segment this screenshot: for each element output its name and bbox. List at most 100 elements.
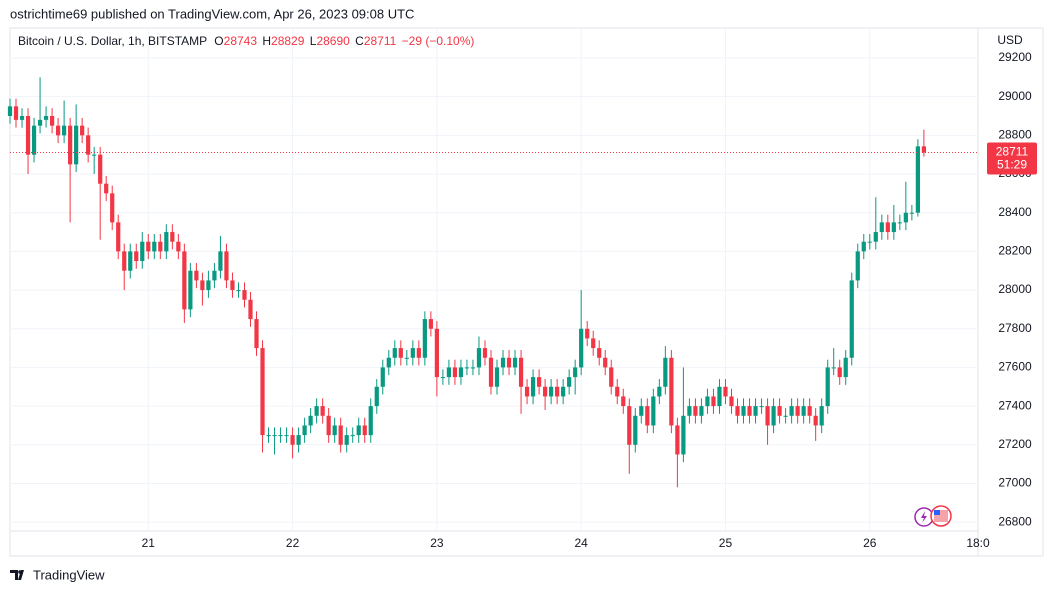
candle-body <box>669 357 674 426</box>
candle-body <box>843 357 848 378</box>
candle-body <box>597 348 602 358</box>
x-tick-label: 24 <box>575 536 589 550</box>
candle-body <box>98 154 103 184</box>
candle-body <box>416 348 421 358</box>
candle-body <box>92 154 97 156</box>
candle-body <box>651 396 656 426</box>
candle-body <box>254 319 259 349</box>
candle-body <box>518 357 524 387</box>
candle-body <box>579 328 584 368</box>
ohlc-letter: L <box>310 34 317 48</box>
candle-body <box>272 435 277 437</box>
candle-body <box>621 396 626 407</box>
candle-body <box>777 406 782 416</box>
event-icons <box>914 505 952 527</box>
candles <box>7 77 978 488</box>
candle-body <box>422 319 427 358</box>
candle-body <box>428 319 433 329</box>
candle-body <box>410 348 415 358</box>
candle-body <box>206 280 211 291</box>
candle-body <box>176 241 181 252</box>
candle-body <box>25 116 31 155</box>
candle-body <box>278 435 283 437</box>
candle-body <box>591 338 596 349</box>
y-tick-label: 29200 <box>998 50 1032 64</box>
candle-body <box>440 377 445 379</box>
candle-body <box>43 116 49 120</box>
candle-body <box>55 125 61 136</box>
candle-body <box>500 357 506 368</box>
candle-body <box>458 367 464 378</box>
candle-body <box>356 425 361 436</box>
candle-body <box>693 406 698 416</box>
candle-body <box>314 406 319 416</box>
candle-body <box>182 251 187 310</box>
candle-body <box>80 125 85 136</box>
candle-body <box>543 386 548 397</box>
candle-body <box>464 367 470 369</box>
candle-body <box>122 251 127 271</box>
candle-body <box>140 241 145 262</box>
y-tick-label: 27200 <box>998 437 1032 451</box>
ohlc-value: 28743 <box>224 34 258 48</box>
logo: TradingView <box>10 567 105 582</box>
candle-body <box>837 367 842 378</box>
candle-body <box>747 406 752 416</box>
x-tick-label: 23 <box>430 536 444 550</box>
y-tick-label: 27400 <box>998 398 1032 412</box>
y-tick-label: 29000 <box>998 89 1032 103</box>
candle-body <box>717 386 722 407</box>
candle-body <box>362 425 367 436</box>
candle-body <box>332 425 337 436</box>
candle-body <box>813 415 818 426</box>
candle-body <box>380 367 385 387</box>
ohlc-letter: H <box>262 34 271 48</box>
y-tick-label: 28000 <box>998 282 1032 296</box>
candle-body <box>741 406 746 416</box>
candle-body <box>146 241 151 252</box>
candle-body <box>561 386 566 397</box>
candle-body <box>657 386 662 397</box>
ohlc-letter: C <box>355 34 364 48</box>
candle-body <box>152 241 157 252</box>
x-tick-label: 22 <box>286 536 300 550</box>
candle-body <box>49 116 55 126</box>
logo-mark <box>18 570 22 574</box>
candle-body <box>512 357 518 368</box>
candle-body <box>326 415 331 436</box>
candle-body <box>374 386 379 407</box>
candle-body <box>915 146 920 213</box>
last-price-label: 28711 <box>996 145 1029 159</box>
candle-body <box>825 367 830 407</box>
ohlc-letter: O <box>214 34 223 48</box>
candle-body <box>891 222 896 233</box>
candle-body <box>687 406 692 416</box>
candle-body <box>615 386 620 397</box>
ohlc-value: 28711 <box>364 34 397 48</box>
candle-body <box>921 146 926 153</box>
change: −29 (−0.10%) <box>402 34 475 48</box>
candle-body <box>903 212 908 223</box>
candle-body <box>110 193 115 223</box>
y-tick-label: 28200 <box>998 244 1032 258</box>
candle-body <box>19 116 25 120</box>
candle-body <box>398 348 403 358</box>
candle-body <box>585 328 590 339</box>
candle-body <box>783 415 788 417</box>
candle-body <box>134 251 139 262</box>
candle-body <box>158 241 163 252</box>
candle-body <box>37 119 43 126</box>
candle-body <box>909 212 914 214</box>
candle-body <box>320 406 325 416</box>
candle-body <box>807 406 812 416</box>
candle-body <box>524 386 530 397</box>
candle-body <box>128 251 133 271</box>
candle-body <box>302 425 307 436</box>
y-tick-label: 27600 <box>998 360 1032 374</box>
candle-body <box>759 406 764 408</box>
candle-body <box>266 435 271 437</box>
candle-body <box>248 299 253 320</box>
candle-body <box>771 406 776 426</box>
